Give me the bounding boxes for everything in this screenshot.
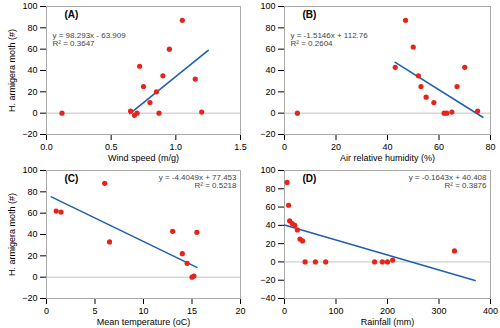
- svg-text:40: 40: [27, 65, 37, 75]
- svg-text:0.0: 0.0: [40, 142, 53, 152]
- svg-text:H. armigera moth (#): H. armigera moth (#): [7, 193, 17, 276]
- svg-text:1.5: 1.5: [234, 142, 247, 152]
- svg-text:−20: −20: [22, 293, 37, 303]
- svg-text:5: 5: [92, 306, 97, 316]
- svg-text:H. armigera moth (#): H. armigera moth (#): [7, 29, 17, 112]
- svg-text:0: 0: [32, 272, 37, 282]
- svg-text:40: 40: [27, 229, 37, 239]
- svg-text:0: 0: [270, 108, 275, 118]
- svg-text:0: 0: [32, 108, 37, 118]
- svg-text:0: 0: [44, 306, 49, 316]
- svg-text:15: 15: [187, 306, 197, 316]
- svg-text:0.5: 0.5: [105, 142, 118, 152]
- svg-text:(D): (D): [303, 173, 317, 184]
- svg-text:20: 20: [27, 251, 37, 261]
- svg-text:Rainfall (mm): Rainfall (mm): [361, 317, 415, 327]
- svg-text:y = -1.5146x + 112.76R² = 0.26: y = -1.5146x + 112.76R² = 0.2604: [291, 31, 369, 48]
- svg-text:80: 80: [27, 187, 37, 197]
- svg-text:80: 80: [27, 23, 37, 33]
- svg-text:Wind speed (m/g): Wind speed (m/g): [108, 153, 179, 163]
- svg-text:80: 80: [485, 142, 495, 152]
- svg-text:20: 20: [265, 87, 275, 97]
- svg-text:−20: −20: [22, 129, 37, 139]
- svg-text:(A): (A): [65, 9, 79, 20]
- svg-text:60: 60: [27, 44, 37, 54]
- svg-text:200: 200: [380, 306, 395, 316]
- svg-text:(B): (B): [303, 9, 317, 20]
- svg-text:80: 80: [265, 23, 275, 33]
- svg-text:100: 100: [22, 165, 37, 175]
- svg-text:300: 300: [431, 306, 446, 316]
- svg-text:(C): (C): [65, 173, 79, 184]
- svg-text:20: 20: [265, 239, 275, 249]
- svg-text:400: 400: [483, 306, 498, 316]
- svg-text:0: 0: [282, 142, 287, 152]
- svg-text:60: 60: [27, 208, 37, 218]
- svg-text:20: 20: [27, 87, 37, 97]
- svg-text:Mean temperature (oC): Mean temperature (oC): [97, 317, 191, 327]
- svg-text:40: 40: [265, 65, 275, 75]
- svg-text:60: 60: [434, 142, 444, 152]
- svg-text:0: 0: [270, 257, 275, 267]
- svg-text:1.0: 1.0: [170, 142, 183, 152]
- svg-text:100: 100: [260, 165, 275, 175]
- svg-text:100: 100: [260, 1, 275, 11]
- svg-text:20: 20: [235, 306, 245, 316]
- svg-text:100: 100: [328, 306, 343, 316]
- svg-text:Air relative humidity (%): Air relative humidity (%): [340, 153, 435, 163]
- svg-text:10: 10: [138, 306, 148, 316]
- svg-text:y = -0.1643x + 40.408R² = 0.38: y = -0.1643x + 40.408R² = 0.3876: [409, 173, 487, 190]
- svg-text:−20: −20: [260, 129, 275, 139]
- svg-text:−40: −40: [260, 293, 275, 303]
- svg-text:60: 60: [265, 202, 275, 212]
- svg-text:−20: −20: [260, 275, 275, 285]
- svg-text:40: 40: [265, 220, 275, 230]
- svg-text:60: 60: [265, 44, 275, 54]
- svg-text:100: 100: [22, 1, 37, 11]
- svg-text:y = 98.293x - 63.909R² = 0.364: y = 98.293x - 63.909R² = 0.3647: [53, 31, 127, 48]
- svg-text:20: 20: [331, 142, 341, 152]
- svg-text:80: 80: [265, 184, 275, 194]
- svg-text:0: 0: [282, 306, 287, 316]
- svg-text:40: 40: [382, 142, 392, 152]
- svg-text:y = -4.4049x + 77.453R² = 0.52: y = -4.4049x + 77.453R² = 0.5218: [159, 173, 237, 190]
